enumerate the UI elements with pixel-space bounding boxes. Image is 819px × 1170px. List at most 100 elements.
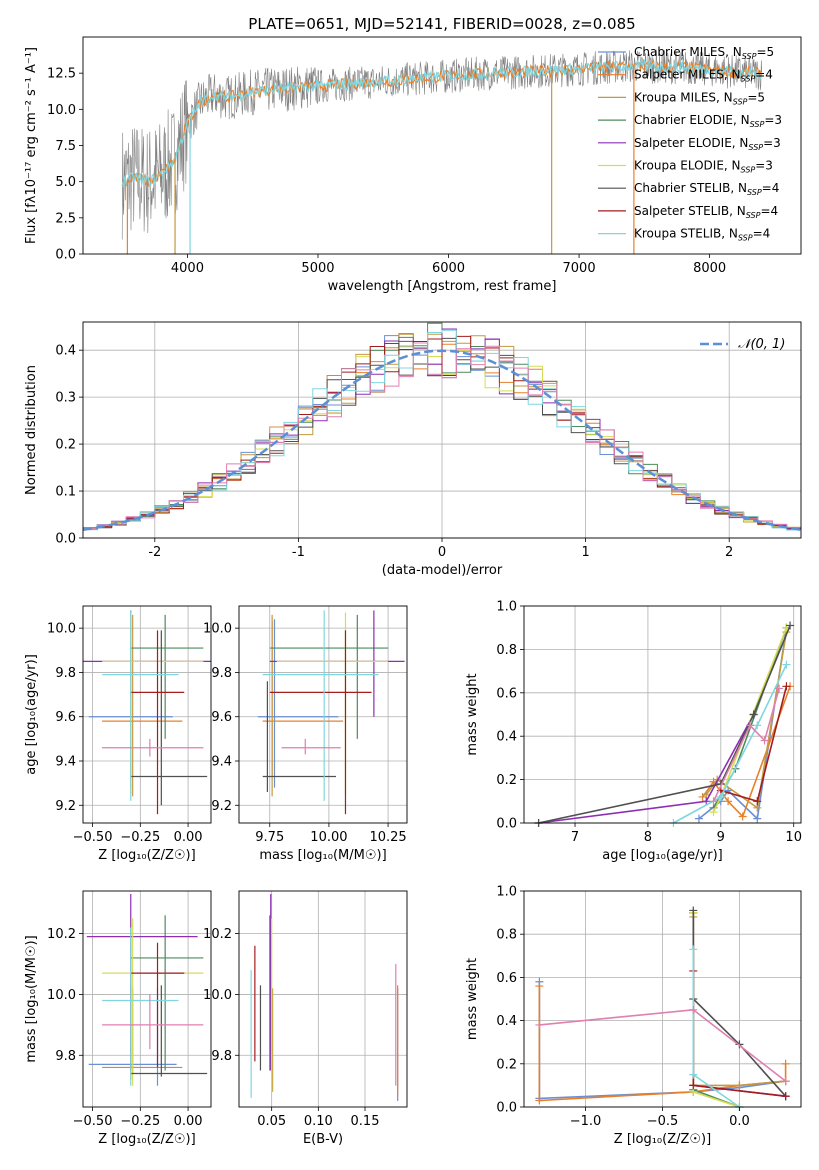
weight-marker [753, 814, 762, 823]
y-tick-label: 0.4 [496, 1014, 517, 1029]
x-tick-label: -1 [292, 545, 305, 560]
weight-marker [716, 792, 725, 801]
y-tick-label: 0.8 [496, 643, 517, 658]
x-tick-label: 9.75 [255, 830, 284, 845]
y-tick-label: 7.5 [55, 139, 76, 154]
weight-line [673, 664, 788, 824]
x-tick-label: −0.50 [73, 1114, 113, 1129]
x-tick-label: −0.5 [647, 1114, 679, 1129]
x-axis-label: age [log₁₀(age/yr)] [602, 848, 723, 863]
weight-line [712, 688, 780, 802]
y-tick-label: 0.2 [496, 773, 517, 788]
y-tick-label: 5.0 [55, 175, 76, 190]
y-tick-label: 0.2 [55, 438, 76, 453]
legend-entry: Chabrier MILES, NSSP=5 [634, 45, 774, 61]
y-axis-label: Normed distribution [24, 365, 39, 495]
observed-spectrum [121, 49, 763, 240]
weight-marker [782, 660, 791, 669]
x-tick-label: 7000 [563, 261, 596, 276]
x-tick-label: −0.25 [120, 830, 160, 845]
y-tick-label: 12.5 [47, 67, 76, 82]
weight-marker [535, 1096, 544, 1105]
y-tick-label: 0.6 [496, 971, 517, 986]
weight-marker [786, 621, 795, 630]
x-tick-label: 8000 [693, 261, 726, 276]
y-tick-label: 9.2 [211, 799, 232, 814]
weight-marker [753, 721, 762, 730]
y-tick-label: 10.0 [203, 622, 232, 637]
weight-marker [535, 982, 544, 991]
text-layer: 4000 5000 6000 7000 80000.02.55.07.510.012.5… [24, 15, 802, 1147]
legend-entry: Salpeter STELIB, NSSP=4 [634, 204, 778, 220]
x-tick-label: 10.00 [310, 830, 347, 845]
plot-frame [82, 890, 212, 1108]
y-tick-label: 0.4 [496, 730, 517, 745]
y-tick-label: 10.0 [203, 988, 232, 1003]
y-tick-label: 0.8 [496, 928, 517, 943]
y-tick-label: 0.0 [496, 1101, 517, 1116]
weight-marker [689, 1081, 698, 1090]
weight-marker [689, 945, 698, 954]
errorbar-group [250, 894, 399, 1101]
residual-histograms [83, 322, 801, 532]
gaussian-curve [83, 349, 801, 532]
x-tick-label: 0.15 [351, 1114, 380, 1129]
chart-title: PLATE=0651, MJD=52141, FIBERID=0028, z=0… [248, 15, 635, 33]
x-tick-label: 0.10 [304, 1114, 333, 1129]
y-tick-label: 10.2 [47, 927, 76, 942]
y-tick-label: 0.3 [55, 391, 76, 406]
plot-frame [82, 605, 212, 824]
weight-marker [781, 1059, 790, 1068]
legend-entry: Kroupa MILES, NSSP=5 [634, 90, 765, 106]
weight-lines [534, 621, 795, 827]
x-tick-label: 5000 [301, 261, 334, 276]
weight-marker [738, 812, 747, 821]
y-tick-label: 10.0 [47, 103, 76, 118]
axes-layer [79, 36, 802, 1111]
x-tick-label: 1 [581, 545, 589, 560]
model-spectrum [121, 58, 763, 188]
weight-marker [782, 682, 791, 691]
plot-frame [523, 605, 802, 824]
x-tick-label: -2 [148, 545, 161, 560]
y-tick-label: 10.2 [203, 927, 232, 942]
weight-marker [724, 797, 733, 806]
data-layer [83, 49, 801, 1111]
weight-marker [709, 808, 718, 817]
legend-entry: Kroupa ELODIE, NSSP=3 [634, 159, 773, 175]
errorbar-group [257, 610, 405, 815]
y-tick-label: 9.4 [211, 755, 232, 770]
y-axis-label: mass weight [465, 958, 480, 1040]
x-tick-label: 10.25 [369, 830, 406, 845]
y-tick-label: 9.6 [55, 710, 76, 725]
weight-line [538, 714, 755, 824]
y-tick-label: 0.4 [55, 344, 76, 359]
x-tick-label: 0.00 [174, 1114, 203, 1129]
x-tick-label: 0.05 [257, 1114, 286, 1129]
x-tick-label: 7 [571, 830, 579, 845]
x-tick-label: 0 [438, 545, 446, 560]
y-tick-label: 9.8 [211, 666, 232, 681]
y-tick-label: 9.4 [55, 755, 76, 770]
y-tick-label: 9.2 [55, 799, 76, 814]
y-tick-label: 2.5 [55, 211, 76, 226]
y-tick-label: 0.0 [55, 532, 76, 547]
y-tick-label: 1.0 [496, 600, 517, 615]
legend-entry: Chabrier ELODIE, NSSP=3 [634, 113, 782, 129]
x-tick-label: 8 [644, 830, 652, 845]
y-tick-label: 10.0 [47, 622, 76, 637]
x-axis-label: Z [log₁₀(Z/Z☉)] [98, 848, 195, 863]
y-tick-label: 9.8 [55, 1049, 76, 1064]
x-axis-label: E(B-V) [303, 1132, 343, 1147]
weight-lines [535, 906, 790, 1111]
x-axis-label: wavelength [Angstrom, rest frame] [328, 279, 557, 294]
y-tick-label: 9.8 [211, 1049, 232, 1064]
weight-marker [735, 1081, 744, 1090]
y-axis-label: mass [log₁₀(M/M☉)] [24, 935, 39, 1062]
weight-marker [689, 1070, 698, 1079]
x-tick-label: 9 [717, 830, 725, 845]
weight-line [692, 912, 740, 1108]
legend-entry: Kroupa STELIB, NSSP=4 [634, 227, 770, 243]
x-tick-label: −0.25 [120, 1114, 160, 1129]
errorbar-group [83, 610, 211, 815]
